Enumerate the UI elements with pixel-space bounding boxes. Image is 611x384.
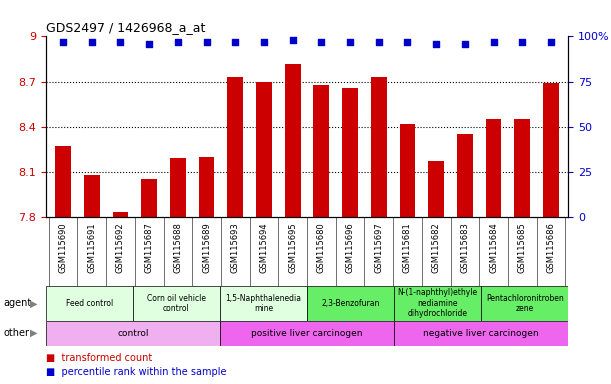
FancyBboxPatch shape (220, 321, 394, 346)
Text: GSM115686: GSM115686 (546, 222, 555, 273)
FancyBboxPatch shape (220, 286, 307, 321)
Bar (84, 175, 100, 217)
FancyBboxPatch shape (394, 321, 568, 346)
Text: ▶: ▶ (30, 328, 37, 338)
Bar (400, 124, 415, 217)
Text: GSM115687: GSM115687 (145, 222, 153, 273)
Text: GSM115682: GSM115682 (432, 222, 441, 273)
Point (87, 39, 97, 45)
Text: GSM115696: GSM115696 (346, 222, 354, 273)
Point (460, 41, 470, 47)
Point (374, 39, 384, 45)
Bar (112, 212, 128, 217)
FancyBboxPatch shape (133, 286, 220, 321)
Text: GSM115689: GSM115689 (202, 222, 211, 273)
FancyBboxPatch shape (394, 286, 481, 321)
Bar (199, 157, 214, 217)
Point (115, 39, 125, 45)
Bar (227, 77, 243, 217)
Text: GSM115690: GSM115690 (59, 222, 68, 273)
Bar (486, 119, 502, 217)
Text: GSM115693: GSM115693 (231, 222, 240, 273)
Text: GSM115697: GSM115697 (375, 222, 383, 273)
Bar (543, 83, 559, 217)
Point (403, 39, 412, 45)
Text: GSM115694: GSM115694 (260, 222, 268, 273)
Point (518, 39, 527, 45)
Text: GSM115680: GSM115680 (317, 222, 326, 273)
Bar (428, 161, 444, 217)
Text: agent: agent (3, 298, 31, 308)
Point (546, 39, 556, 45)
Point (144, 41, 154, 47)
Bar (55, 146, 71, 217)
Text: GSM115688: GSM115688 (174, 222, 182, 273)
FancyBboxPatch shape (481, 286, 568, 321)
Text: ■  percentile rank within the sample: ■ percentile rank within the sample (46, 367, 226, 377)
Text: Corn oil vehicle
control: Corn oil vehicle control (147, 294, 206, 313)
Text: control: control (117, 329, 148, 338)
Bar (256, 81, 272, 217)
Bar (457, 134, 473, 217)
Text: ▶: ▶ (30, 298, 37, 308)
Text: 2,3-Benzofuran: 2,3-Benzofuran (321, 299, 380, 308)
Text: Pentachloronitroben
zene: Pentachloronitroben zene (486, 294, 563, 313)
Point (202, 39, 211, 45)
Text: N-(1-naphthyl)ethyle
nediamine
dihydrochloride: N-(1-naphthyl)ethyle nediamine dihydroch… (398, 288, 478, 318)
Point (316, 39, 326, 45)
Text: GDS2497 / 1426968_a_at: GDS2497 / 1426968_a_at (46, 21, 205, 34)
Bar (514, 119, 530, 217)
Point (58, 39, 68, 45)
Text: GSM115683: GSM115683 (461, 222, 469, 273)
Bar (371, 77, 387, 217)
Bar (342, 88, 358, 217)
FancyBboxPatch shape (46, 321, 220, 346)
Text: 1,5-Naphthalenedia
mine: 1,5-Naphthalenedia mine (225, 294, 301, 313)
FancyBboxPatch shape (307, 286, 394, 321)
Point (259, 39, 269, 45)
Text: GSM115695: GSM115695 (288, 222, 297, 273)
Bar (170, 158, 186, 217)
Text: GSM115681: GSM115681 (403, 222, 412, 273)
Point (230, 39, 240, 45)
FancyBboxPatch shape (46, 286, 133, 321)
Text: GSM115692: GSM115692 (116, 222, 125, 273)
Text: GSM115685: GSM115685 (518, 222, 527, 273)
Text: ■  transformed count: ■ transformed count (46, 353, 152, 363)
Bar (313, 84, 329, 217)
Text: Feed control: Feed control (66, 299, 113, 308)
Text: GSM115684: GSM115684 (489, 222, 498, 273)
Point (431, 41, 441, 47)
Text: positive liver carcinogen: positive liver carcinogen (251, 329, 363, 338)
Text: other: other (3, 328, 29, 338)
Point (489, 39, 499, 45)
Point (345, 39, 355, 45)
Text: GSM115691: GSM115691 (87, 222, 97, 273)
Point (173, 39, 183, 45)
Text: negative liver carcinogen: negative liver carcinogen (423, 329, 539, 338)
Point (288, 37, 298, 43)
Bar (141, 179, 157, 217)
Bar (285, 63, 301, 217)
